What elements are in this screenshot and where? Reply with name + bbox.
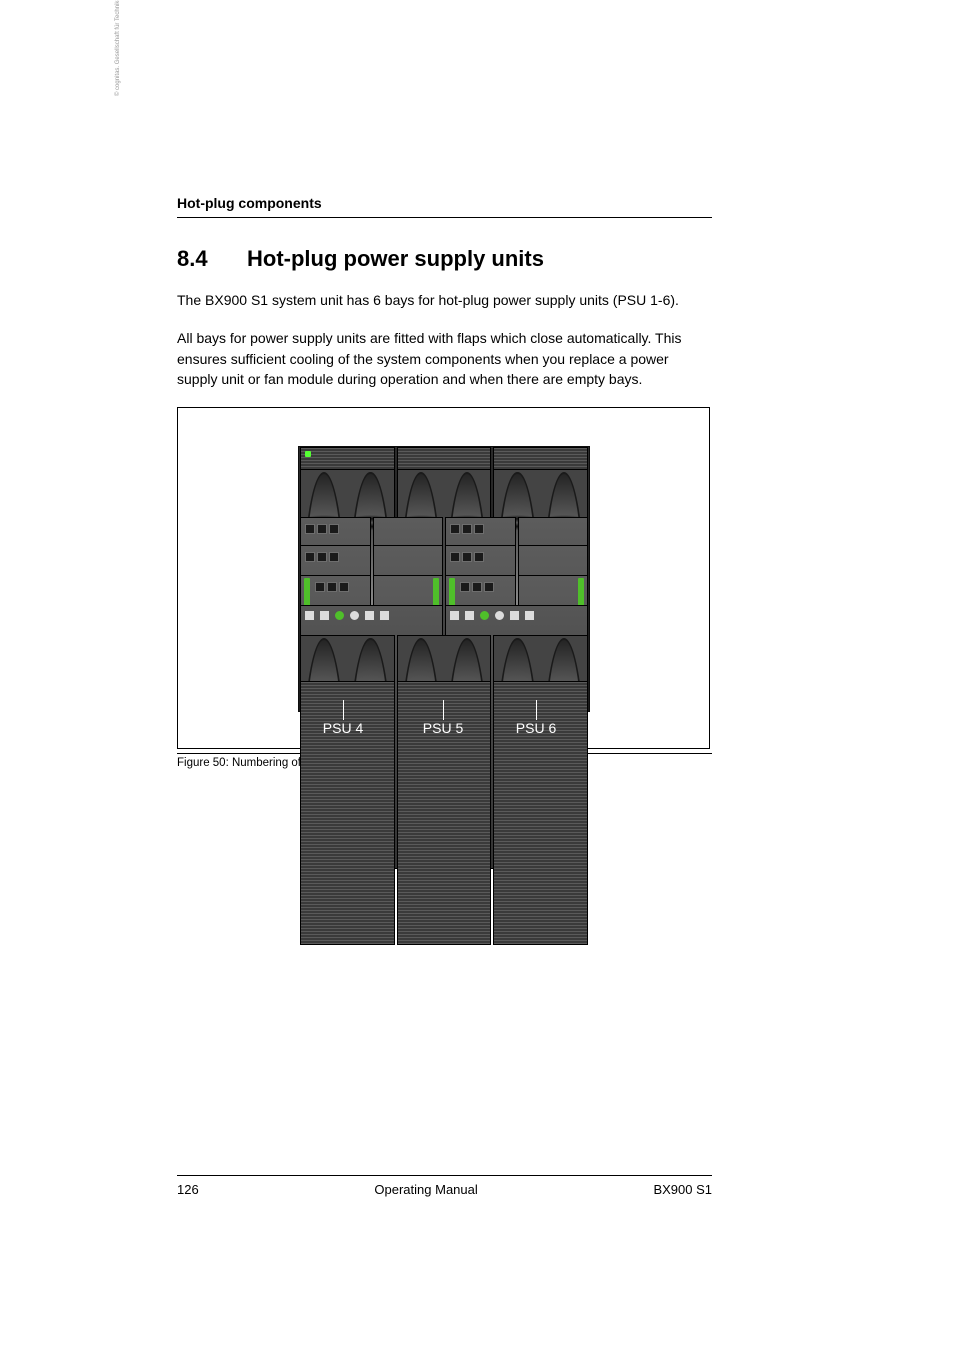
psu-label-4: PSU 4 <box>313 720 373 736</box>
footer-model: BX900 S1 <box>653 1182 712 1197</box>
psu-label-2: PSU 2 <box>413 418 473 434</box>
psu-label-5: PSU 5 <box>413 720 473 736</box>
ctrl-icon <box>349 610 360 621</box>
ctrl-icon <box>379 610 390 621</box>
figure-50: PSU 1 PSU 2 PSU 3 <box>177 407 710 749</box>
ctrl-icon <box>319 610 330 621</box>
ctrl-icon <box>524 610 535 621</box>
psu-leader-6 <box>536 700 537 720</box>
ctrl-icon <box>304 610 315 621</box>
psu-label-6: PSU 6 <box>506 720 566 736</box>
section-title: Hot-plug power supply units <box>247 246 544 271</box>
paragraph-1: The BX900 S1 system unit has 6 bays for … <box>177 290 712 310</box>
running-header: Hot-plug components <box>177 195 712 218</box>
side-copyright: © cognitas. Gesellschaft für Technik-Dok… <box>115 0 121 200</box>
section-heading: 8.4Hot-plug power supply units <box>177 246 712 272</box>
footer-center: Operating Manual <box>199 1182 654 1197</box>
page-footer: 126 Operating Manual BX900 S1 <box>177 1175 712 1197</box>
psu-label-3: PSU 3 <box>506 418 566 434</box>
psu-leader-5 <box>443 700 444 720</box>
ctrl-icon <box>494 610 505 621</box>
ctrl-icon <box>509 610 520 621</box>
page-content: Hot-plug components 8.4Hot-plug power su… <box>177 195 712 769</box>
ctrl-icon <box>464 610 475 621</box>
chassis <box>298 446 590 712</box>
section-number: 8.4 <box>177 246 247 272</box>
ctrl-icon <box>364 610 375 621</box>
ctrl-icon <box>449 610 460 621</box>
psu-label-1: PSU 1 <box>313 418 373 434</box>
led-icon <box>305 451 311 457</box>
ctrl-led-icon <box>334 610 345 621</box>
paragraph-2: All bays for power supply units are fitt… <box>177 328 712 389</box>
ctrl-led-icon <box>479 610 490 621</box>
page-number: 126 <box>177 1182 199 1197</box>
psu-leader-4 <box>343 700 344 720</box>
